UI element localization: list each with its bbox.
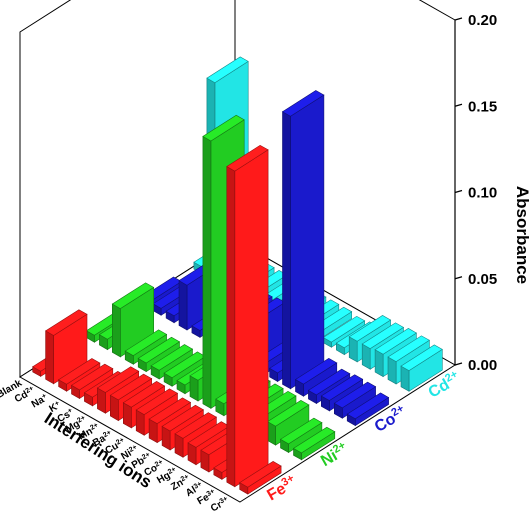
bar-top bbox=[163, 351, 206, 379]
bar bbox=[279, 417, 323, 454]
bar-face bbox=[290, 94, 325, 390]
bar-side bbox=[202, 135, 212, 409]
ion-charge: + bbox=[66, 407, 73, 415]
bar-top bbox=[400, 344, 443, 371]
series-charge: 3+ bbox=[280, 472, 297, 489]
bar-top bbox=[267, 400, 310, 427]
bar bbox=[400, 344, 443, 392]
bar-side bbox=[45, 330, 54, 385]
ion-charge: 2+ bbox=[128, 443, 138, 453]
chart-bars bbox=[32, 56, 443, 495]
bar-face bbox=[234, 149, 269, 488]
ion-charge: 2+ bbox=[115, 436, 125, 446]
bar bbox=[267, 400, 310, 446]
y-axis-title: Absorbance bbox=[513, 186, 531, 284]
bar-top bbox=[150, 344, 194, 371]
bar-top bbox=[346, 392, 390, 420]
series-charge: 2+ bbox=[443, 368, 460, 385]
bar bbox=[239, 461, 282, 495]
bar bbox=[281, 90, 325, 390]
ion-tick-label: K+ bbox=[47, 399, 63, 415]
bar-top bbox=[96, 366, 140, 393]
ion-tick-label: Na+ bbox=[29, 392, 49, 410]
series-charge: 2+ bbox=[389, 402, 406, 419]
bar-top bbox=[374, 328, 417, 355]
bar-top bbox=[320, 374, 364, 401]
ion-charge: 2+ bbox=[76, 414, 86, 424]
bar-top bbox=[187, 421, 230, 448]
bar-side bbox=[112, 303, 121, 358]
bar-top bbox=[239, 461, 282, 488]
bar-top bbox=[109, 373, 153, 401]
bar-top bbox=[279, 417, 323, 445]
ion-charge: 3+ bbox=[192, 480, 202, 490]
ion-charge: 2+ bbox=[141, 451, 151, 461]
bar-top bbox=[45, 309, 88, 336]
bar-top bbox=[206, 56, 249, 84]
bar-top bbox=[124, 329, 168, 356]
z-tick-label: 0.15 bbox=[468, 98, 497, 115]
z-tick-label: 0.00 bbox=[468, 357, 497, 374]
bar-top bbox=[292, 426, 336, 454]
ion-charge: 2+ bbox=[24, 385, 34, 395]
bar-top bbox=[70, 363, 114, 391]
bar bbox=[346, 392, 390, 427]
z-tick-mark bbox=[454, 362, 463, 366]
bar bbox=[45, 309, 88, 385]
ion-charge: 3+ bbox=[205, 488, 215, 498]
bar-top bbox=[122, 381, 166, 408]
bar-top bbox=[307, 368, 351, 396]
bar-top bbox=[333, 381, 377, 409]
z-tick-mark bbox=[454, 17, 463, 21]
ion-charge: 3+ bbox=[218, 495, 228, 505]
z-tick-mark bbox=[454, 189, 463, 194]
z-tick-label: 0.10 bbox=[468, 185, 497, 202]
ion-charge: 2+ bbox=[102, 429, 112, 439]
z-tick-mark bbox=[454, 103, 463, 107]
bar-top bbox=[348, 315, 392, 342]
ion-charge: 2+ bbox=[154, 458, 164, 468]
bar-side bbox=[226, 165, 236, 488]
ion-tick-label: Cr3+ bbox=[209, 495, 231, 515]
bar-top bbox=[148, 397, 192, 424]
bar-top bbox=[58, 358, 101, 385]
bar-top bbox=[361, 322, 405, 349]
bar-top bbox=[226, 144, 269, 172]
series-charge: 2+ bbox=[331, 439, 348, 456]
bar-top bbox=[387, 335, 430, 362]
bar-top bbox=[111, 282, 155, 309]
z-tick-mark bbox=[454, 276, 463, 280]
bar-top bbox=[294, 357, 338, 385]
ion-charge: + bbox=[53, 399, 60, 407]
bar bbox=[226, 144, 269, 488]
bar bbox=[292, 426, 336, 461]
z-tick-label: 0.20 bbox=[468, 12, 497, 29]
bar-top bbox=[202, 114, 245, 142]
ion-charge: 2+ bbox=[89, 421, 99, 431]
ion-charge: + bbox=[41, 392, 48, 400]
bar-top bbox=[281, 90, 325, 117]
bar-side bbox=[282, 111, 291, 390]
z-tick-label: 0.05 bbox=[468, 271, 497, 288]
ion-charge: 2+ bbox=[180, 473, 190, 483]
ion-charge: 2+ bbox=[167, 466, 177, 476]
bar-top bbox=[174, 412, 217, 439]
bar-top bbox=[161, 404, 204, 432]
bar bbox=[333, 381, 377, 419]
bar-top bbox=[137, 336, 181, 364]
bar-top bbox=[322, 315, 366, 343]
bar-top bbox=[135, 388, 179, 415]
bar-side bbox=[178, 280, 188, 331]
